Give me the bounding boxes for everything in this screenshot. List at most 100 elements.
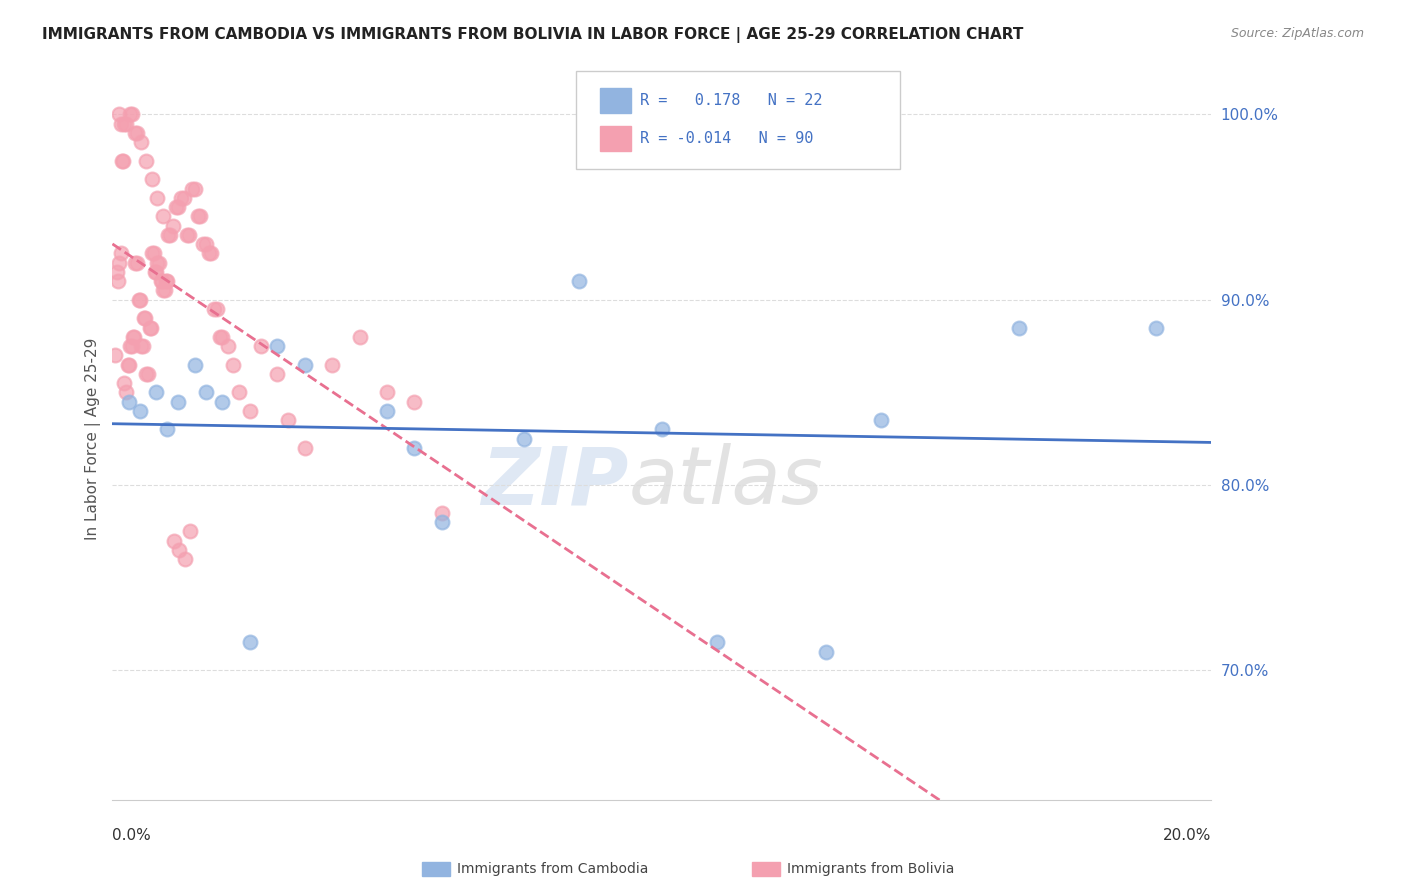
Point bbox=[145, 385, 167, 400]
Point bbox=[176, 227, 198, 242]
Point bbox=[222, 358, 245, 372]
Y-axis label: In Labor Force | Age 25-29: In Labor Force | Age 25-29 bbox=[86, 337, 101, 540]
Point bbox=[135, 367, 157, 381]
Point bbox=[111, 153, 134, 168]
Point bbox=[404, 394, 426, 409]
Point bbox=[1007, 320, 1029, 334]
Point bbox=[124, 126, 146, 140]
Point bbox=[188, 210, 211, 224]
Point bbox=[513, 432, 536, 446]
Point bbox=[124, 255, 146, 269]
Point bbox=[321, 358, 343, 372]
Point bbox=[104, 348, 127, 362]
Point bbox=[211, 394, 233, 409]
Point bbox=[141, 246, 163, 260]
Point bbox=[128, 404, 150, 418]
Text: R = -0.014   N = 90: R = -0.014 N = 90 bbox=[640, 131, 813, 145]
Point bbox=[167, 394, 190, 409]
Point bbox=[127, 255, 149, 269]
Point bbox=[157, 227, 180, 242]
Point bbox=[651, 422, 673, 436]
Text: Immigrants from Cambodia: Immigrants from Cambodia bbox=[457, 862, 648, 876]
Point bbox=[150, 274, 173, 288]
Point bbox=[110, 246, 132, 260]
Point bbox=[205, 301, 228, 316]
Point bbox=[118, 394, 141, 409]
Point bbox=[118, 339, 141, 353]
Point bbox=[179, 524, 201, 539]
Point bbox=[117, 358, 139, 372]
Point bbox=[139, 320, 162, 334]
Point bbox=[112, 153, 135, 168]
Point bbox=[135, 153, 157, 168]
Point bbox=[173, 191, 195, 205]
Point bbox=[239, 404, 262, 418]
Point bbox=[217, 339, 239, 353]
Point bbox=[152, 284, 174, 298]
Point bbox=[118, 107, 141, 121]
Point bbox=[107, 274, 129, 288]
Point bbox=[118, 358, 141, 372]
Point bbox=[294, 441, 316, 455]
Point bbox=[134, 311, 156, 326]
Point bbox=[155, 274, 177, 288]
Point bbox=[202, 301, 225, 316]
Point bbox=[122, 330, 145, 344]
Point bbox=[184, 358, 207, 372]
Point bbox=[110, 117, 132, 131]
Point bbox=[129, 339, 152, 353]
Point bbox=[108, 255, 131, 269]
Point bbox=[152, 210, 174, 224]
Point bbox=[194, 237, 217, 252]
Point bbox=[148, 255, 170, 269]
Text: ZIP: ZIP bbox=[481, 443, 628, 521]
Point bbox=[128, 293, 150, 307]
Point bbox=[153, 284, 176, 298]
Point bbox=[146, 191, 169, 205]
Point bbox=[174, 552, 197, 566]
Point bbox=[142, 246, 165, 260]
Point bbox=[121, 339, 143, 353]
Text: Immigrants from Bolivia: Immigrants from Bolivia bbox=[787, 862, 955, 876]
Text: Source: ZipAtlas.com: Source: ZipAtlas.com bbox=[1230, 27, 1364, 40]
Point bbox=[211, 330, 233, 344]
Point bbox=[129, 136, 152, 150]
Point bbox=[114, 117, 136, 131]
Point bbox=[167, 200, 190, 214]
Point bbox=[186, 210, 208, 224]
Point bbox=[1144, 320, 1167, 334]
Point bbox=[156, 274, 179, 288]
Text: R =   0.178   N = 22: R = 0.178 N = 22 bbox=[640, 94, 823, 108]
Point bbox=[127, 126, 149, 140]
Point bbox=[815, 645, 838, 659]
Point bbox=[266, 367, 288, 381]
Point bbox=[131, 339, 153, 353]
Point bbox=[105, 265, 128, 279]
Point bbox=[870, 413, 893, 427]
Point bbox=[375, 385, 398, 400]
Point bbox=[128, 293, 150, 307]
Text: IMMIGRANTS FROM CAMBODIA VS IMMIGRANTS FROM BOLIVIA IN LABOR FORCE | AGE 25-29 C: IMMIGRANTS FROM CAMBODIA VS IMMIGRANTS F… bbox=[42, 27, 1024, 43]
Point bbox=[108, 107, 131, 121]
Point bbox=[143, 265, 166, 279]
Point bbox=[191, 237, 214, 252]
Point bbox=[430, 515, 453, 529]
Point bbox=[121, 107, 143, 121]
Point bbox=[294, 358, 316, 372]
Point bbox=[184, 181, 207, 195]
Point bbox=[375, 404, 398, 418]
Point bbox=[163, 533, 186, 548]
Point bbox=[170, 191, 193, 205]
Point bbox=[141, 172, 163, 186]
Point bbox=[208, 330, 231, 344]
Point bbox=[136, 367, 159, 381]
Point bbox=[149, 274, 172, 288]
Point bbox=[169, 542, 191, 557]
Point bbox=[114, 376, 136, 390]
Point bbox=[162, 219, 184, 233]
Point bbox=[124, 330, 146, 344]
Text: 20.0%: 20.0% bbox=[1163, 828, 1211, 843]
Point bbox=[249, 339, 271, 353]
Point bbox=[228, 385, 250, 400]
Point bbox=[706, 635, 728, 649]
